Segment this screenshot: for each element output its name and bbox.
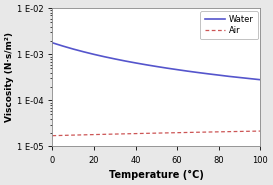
Water	[113, 58, 116, 60]
Legend: Water, Air: Water, Air	[200, 11, 258, 39]
Water	[176, 68, 179, 71]
Line: Air: Air	[52, 131, 260, 136]
Water	[61, 45, 64, 47]
Water	[238, 76, 241, 79]
Air	[103, 133, 106, 135]
X-axis label: Temperature (°C): Temperature (°C)	[109, 170, 204, 180]
Air	[248, 130, 251, 132]
Water	[82, 51, 85, 53]
Air	[259, 130, 262, 132]
Line: Water: Water	[52, 43, 260, 80]
Water	[165, 67, 168, 69]
Water	[248, 78, 251, 80]
Air	[207, 131, 210, 133]
Air	[92, 133, 96, 136]
Air	[61, 134, 64, 137]
Air	[82, 134, 85, 136]
Air	[176, 132, 179, 134]
Air	[51, 134, 54, 137]
Water	[103, 56, 106, 58]
Air	[123, 133, 127, 135]
Y-axis label: Viscosity (N·s/m²): Viscosity (N·s/m²)	[5, 32, 14, 122]
Water	[123, 60, 127, 62]
Air	[196, 131, 200, 133]
Air	[217, 131, 220, 133]
Water	[207, 73, 210, 75]
Air	[165, 132, 168, 134]
Water	[72, 48, 75, 50]
Water	[134, 62, 137, 64]
Water	[51, 42, 54, 44]
Air	[72, 134, 75, 136]
Air	[227, 131, 231, 133]
Air	[238, 130, 241, 133]
Water	[227, 75, 231, 78]
Water	[92, 53, 96, 55]
Water	[196, 71, 200, 74]
Air	[186, 131, 189, 134]
Water	[186, 70, 189, 72]
Air	[134, 132, 137, 135]
Air	[155, 132, 158, 134]
Air	[113, 133, 116, 135]
Water	[259, 79, 262, 81]
Water	[155, 65, 158, 68]
Air	[144, 132, 148, 134]
Water	[144, 64, 148, 66]
Water	[217, 74, 220, 76]
